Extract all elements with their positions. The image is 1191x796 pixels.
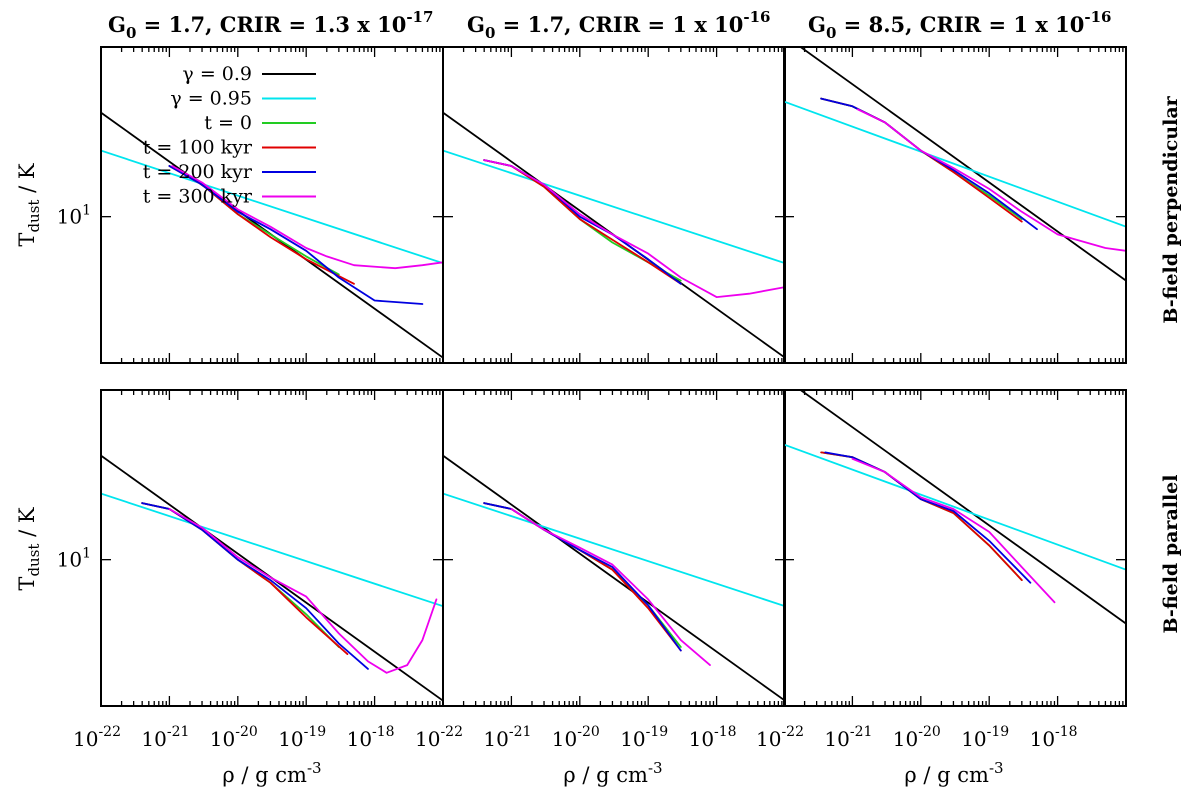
series-line-t-200-kyr <box>483 502 682 652</box>
panel-row1-col1: 101 <box>57 46 444 364</box>
legend-entry: γ = 0.95 <box>170 88 316 110</box>
x-tick-label: 10-20 <box>552 724 600 751</box>
panel-row2-col2: 10-22 10-21 10-20 10-19 10-18 <box>415 389 786 751</box>
x-axis-label-col1: ρ / g cm-3 <box>222 759 321 787</box>
series-line--0-95 <box>101 149 443 265</box>
series-line--0-95 <box>101 492 443 608</box>
ticks-row1-col2 <box>442 47 785 363</box>
ticks-row2-col1 <box>100 390 443 706</box>
legend-label: t = 0 <box>204 112 252 134</box>
row-label-perpendicular: B-field perpendicular <box>1160 95 1182 323</box>
x-tick-label: 10-19 <box>620 724 668 751</box>
x-tick-label: 10-22 <box>756 724 804 751</box>
legend-entry: t = 100 kyr <box>143 137 316 159</box>
y-tick-label: 101 <box>57 546 91 572</box>
y-axis-label-bottom: Tdust / K <box>15 507 43 590</box>
x-tick-label: 10-20 <box>893 724 941 751</box>
row-label-parallel: B-field parallel <box>1160 475 1182 634</box>
legend-label: γ = 0.9 <box>182 63 252 85</box>
series-line--0-95 <box>443 149 785 265</box>
series-group <box>101 454 443 702</box>
series-line-t-300-kyr <box>171 165 443 270</box>
series-line-t-0 <box>820 97 1023 221</box>
legend-label: γ = 0.95 <box>170 88 252 110</box>
series-line--0-95 <box>784 443 1126 571</box>
series-line--0-95 <box>784 100 1126 228</box>
series-line-t-100-kyr <box>820 97 1023 223</box>
series-group <box>443 454 785 702</box>
x-tick-label: 10-18 <box>1030 724 1078 751</box>
series-group <box>101 111 443 359</box>
series-line-t-100-kyr <box>820 451 1023 581</box>
legend-label: t = 200 kyr <box>143 161 253 183</box>
x-axis-label-col2: ρ / g cm-3 <box>563 759 662 787</box>
x-tick-label: 10-21 <box>483 724 531 751</box>
x-tick-label: 10-18 <box>689 724 737 751</box>
column-title-2: G0 = 1.7, CRIR = 1 x 10-16 <box>467 8 771 42</box>
legend-label: t = 300 kyr <box>143 186 253 208</box>
series-group <box>784 390 1126 625</box>
legend-entry: γ = 0.9 <box>182 63 316 85</box>
panel-row2-col1: 101 10-22 10-21 10-20 10-19 10-18 <box>57 389 444 751</box>
x-tick-label: 10-22 <box>415 724 463 751</box>
panel-frame <box>442 46 786 364</box>
y-axis-label-top: Tdust / K <box>15 163 43 246</box>
ticks-row2-col3 <box>783 390 1126 706</box>
panel-frame <box>783 46 1127 364</box>
x-tick-label: 10-22 <box>73 724 121 751</box>
series-line--0-9 <box>443 454 785 702</box>
x-tick-label: 10-19 <box>961 724 1009 751</box>
y-tick-label: 101 <box>57 203 91 229</box>
series-line-t-0 <box>483 502 682 648</box>
panel-frame <box>783 389 1127 707</box>
legend-entry: t = 0 <box>204 112 316 134</box>
series-line-t-100-kyr <box>483 502 682 652</box>
legend-label: t = 100 kyr <box>143 137 253 159</box>
ticks-row1-col3 <box>783 47 1126 363</box>
series-line--0-95 <box>443 492 785 608</box>
x-tick-label: 10-19 <box>278 724 326 751</box>
legend-entry: t = 300 kyr <box>143 186 316 208</box>
series-line-t-300-kyr <box>483 159 785 299</box>
series-line-t-300-kyr <box>510 508 711 666</box>
series-line-t-300-kyr <box>851 457 1056 604</box>
x-tick-label: 10-20 <box>210 724 258 751</box>
panel-row1-col2 <box>442 46 786 364</box>
series-line-t-300-kyr <box>856 108 1126 252</box>
series-line-t-0 <box>820 451 1023 581</box>
panel-frame <box>100 389 444 707</box>
panel-row2-col3: 10-22 10-21 10-20 10-19 10-18 <box>756 389 1127 751</box>
series-line-t-200-kyr <box>168 165 424 305</box>
series-line-t-0 <box>141 502 340 648</box>
column-title-1: G0 = 1.7, CRIR = 1.3 x 10-17 <box>108 8 433 42</box>
series-group <box>784 47 1126 282</box>
x-axis-label-col3: ρ / g cm-3 <box>904 759 1003 787</box>
series-line--0-9 <box>799 390 1126 625</box>
column-title-3: G0 = 8.5, CRIR = 1 x 10-16 <box>808 8 1112 42</box>
series-group <box>443 111 785 359</box>
panel-row1-col3 <box>783 46 1127 364</box>
x-tick-label: 10-21 <box>141 724 189 751</box>
panel-frame <box>442 389 786 707</box>
series-line--0-9 <box>799 47 1126 282</box>
x-tick-label: 10-21 <box>824 724 872 751</box>
series-line-t-200-kyr <box>824 451 1032 584</box>
ticks-row2-col2 <box>442 390 785 706</box>
series-line-t-300-kyr <box>168 508 438 674</box>
series-line-t-200-kyr <box>141 502 369 670</box>
x-tick-label: 10-18 <box>347 724 395 751</box>
series-line-t-100-kyr <box>141 502 349 655</box>
legend-entry: t = 200 kyr <box>143 161 316 183</box>
